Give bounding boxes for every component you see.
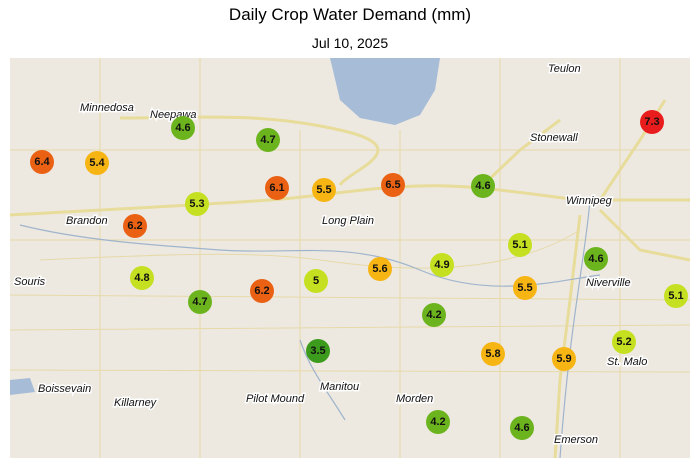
station-marker [306, 339, 330, 363]
station-marker [508, 233, 532, 257]
station-marker [123, 214, 147, 238]
station-value: 7.3 [644, 116, 659, 128]
station-marker [584, 247, 608, 271]
place-label: Killarney [114, 397, 158, 409]
station-marker [188, 290, 212, 314]
place-label: Souris [14, 276, 46, 288]
place-label: Teulon [548, 63, 581, 75]
station-value: 4.2 [430, 416, 445, 428]
station-value: 6.5 [385, 179, 400, 191]
station-marker [510, 416, 534, 440]
station-marker [256, 128, 280, 152]
station-value: 4.2 [426, 309, 441, 321]
station-value: 5.4 [89, 157, 105, 169]
station-value: 4.7 [260, 134, 275, 146]
place-label: Pilot Mound [246, 393, 305, 405]
station-marker [185, 192, 209, 216]
station-marker [422, 303, 446, 327]
station-value: 5.9 [556, 353, 571, 365]
place-label: Stonewall [530, 132, 578, 144]
station-value: 4.7 [192, 296, 207, 308]
place-label: Morden [396, 393, 433, 405]
station-value: 6.2 [254, 285, 269, 297]
title: Daily Crop Water Demand (mm) [229, 5, 471, 24]
station-value: 4.6 [588, 253, 603, 265]
place-label: Brandon [66, 215, 108, 227]
station-marker [426, 410, 450, 434]
station-value: 5.5 [316, 184, 331, 196]
station-value: 5.3 [189, 198, 204, 210]
station-value: 5 [313, 275, 319, 287]
station-value: 5.5 [517, 282, 532, 294]
station-marker [304, 269, 328, 293]
station-value: 6.1 [269, 182, 284, 194]
station-marker [250, 279, 274, 303]
station-marker [481, 342, 505, 366]
station-value: 5.1 [668, 290, 683, 302]
station-marker [640, 110, 664, 134]
place-labels: TeulonMinnedosaNeepawaStonewallWinnipegB… [13, 62, 649, 448]
station-value: 4.8 [134, 272, 149, 284]
basemap [9, 58, 691, 459]
station-value: 4.9 [434, 259, 449, 271]
station-marker [664, 284, 688, 308]
station-value: 6.4 [34, 156, 50, 168]
place-label: Emerson [554, 434, 598, 446]
subtitle: Jul 10, 2025 [312, 35, 388, 51]
station-marker [265, 176, 289, 200]
station-marker [312, 178, 336, 202]
station-marker [30, 150, 54, 174]
place-label: Minnedosa [80, 102, 134, 114]
station-marker [381, 173, 405, 197]
station-value: 4.6 [475, 180, 490, 192]
place-label: St. Malo [607, 356, 647, 368]
station-marker [430, 253, 454, 277]
station-marker [552, 347, 576, 371]
station-value: 5.1 [512, 239, 527, 251]
station-marker [171, 116, 195, 140]
station-value: 5.6 [372, 263, 387, 275]
station-marker [368, 257, 392, 281]
station-marker [612, 330, 636, 354]
stations: 6.4 5.4 4.6 4.7 5.3 6.1 5.5 6.5 4.6 7.3 6.2 5.1 4.8 4… [30, 110, 688, 440]
place-label: Long Plain [322, 215, 374, 227]
place-label: Winnipeg [566, 195, 613, 207]
station-marker [513, 276, 537, 300]
station-value: 4.6 [175, 122, 190, 134]
place-label: Niverville [586, 277, 631, 289]
station-marker [130, 266, 154, 290]
station-value: 5.2 [616, 336, 631, 348]
station-value: 4.6 [514, 422, 529, 434]
station-value: 5.8 [485, 348, 500, 360]
station-value: 3.5 [310, 345, 325, 357]
place-label: Boissevain [38, 383, 91, 395]
place-label: Manitou [320, 381, 359, 393]
station-marker [471, 174, 495, 198]
station-marker [85, 151, 109, 175]
station-value: 6.2 [127, 220, 142, 232]
